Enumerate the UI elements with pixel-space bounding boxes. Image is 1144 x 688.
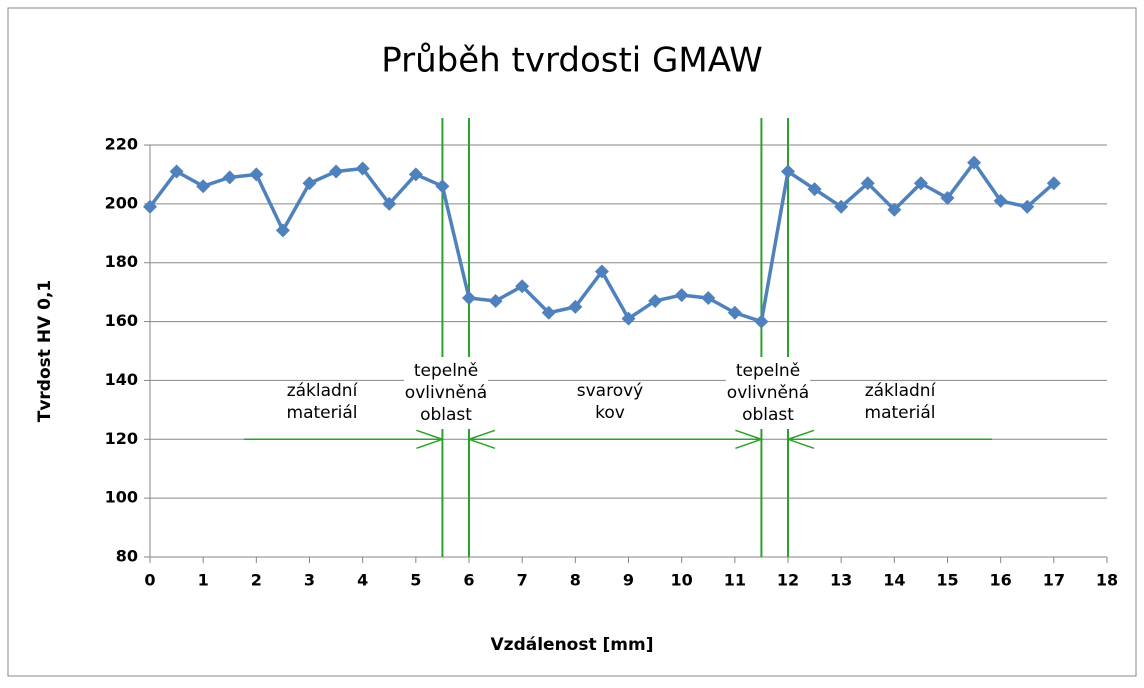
- annotation: základní: [287, 381, 359, 401]
- x-tick-label: 1: [198, 571, 209, 590]
- x-axis-label: Vzdálenost [mm]: [491, 635, 654, 655]
- x-tick-label: 4: [357, 571, 368, 590]
- y-tick-label: 200: [105, 193, 138, 212]
- x-tick-label: 17: [1043, 571, 1065, 590]
- data-point: [143, 199, 157, 214]
- x-tick-label: 14: [883, 571, 905, 590]
- annotation-bg: [404, 357, 488, 429]
- data-point: [754, 314, 769, 329]
- data-point: [568, 299, 583, 314]
- data-point: [355, 161, 370, 176]
- data-point: [435, 179, 450, 194]
- y-tick-label: 220: [105, 135, 138, 154]
- data-point: [196, 179, 211, 194]
- x-tick-label: 3: [304, 571, 315, 590]
- y-tick-label: 80: [116, 547, 138, 566]
- data-point: [1046, 176, 1061, 191]
- y-tick-label: 140: [105, 370, 138, 389]
- data-point: [329, 164, 344, 179]
- data-point: [488, 293, 503, 308]
- data-point: [302, 176, 317, 191]
- y-tick-label: 100: [105, 488, 138, 507]
- arrow-head: [735, 429, 764, 449]
- data-point: [701, 291, 716, 306]
- x-tick-label: 8: [570, 571, 581, 590]
- data-point: [781, 164, 795, 179]
- x-tick-label: 9: [623, 571, 634, 590]
- arrow-head: [416, 429, 445, 449]
- data-point: [275, 223, 290, 238]
- x-tick-label: 13: [830, 571, 852, 590]
- data-point: [648, 293, 663, 308]
- x-tick-label: 12: [777, 571, 799, 590]
- y-tick-label: 120: [105, 429, 138, 448]
- y-axis-label: Tvrdost HV 0,1: [35, 280, 55, 423]
- x-tick-label: 2: [251, 571, 262, 590]
- data-point: [940, 190, 955, 205]
- data-point: [382, 196, 397, 211]
- data-point: [674, 288, 689, 303]
- data-point: [1020, 199, 1035, 214]
- x-tick-label: 18: [1096, 571, 1118, 590]
- annotation: svarový: [577, 381, 643, 401]
- annotation: ovlivněná: [405, 383, 487, 403]
- data-point: [967, 155, 982, 170]
- annotation-bg: [726, 357, 810, 429]
- annotation: kov: [595, 403, 625, 423]
- annotation: tepelně: [736, 361, 800, 381]
- data-point: [860, 176, 875, 191]
- annotation: materiál: [287, 403, 358, 423]
- x-tick-label: 10: [671, 571, 693, 590]
- data-point: [249, 167, 264, 182]
- annotation: tepelně: [414, 361, 478, 381]
- data-point: [462, 291, 476, 306]
- data-point: [621, 311, 636, 326]
- x-tick-label: 6: [463, 571, 474, 590]
- data-point: [515, 279, 530, 294]
- data-point: [887, 202, 902, 217]
- annotation: ovlivněná: [727, 383, 809, 403]
- x-tick-label: 15: [936, 571, 958, 590]
- chart-border: [7, 7, 1137, 677]
- x-tick-label: 7: [517, 571, 528, 590]
- y-tick-label: 160: [105, 311, 138, 330]
- data-point: [727, 305, 742, 320]
- data-point: [169, 164, 184, 179]
- chart-title: Průběh tvrdosti GMAW: [381, 41, 763, 81]
- annotation: materiál: [865, 403, 936, 423]
- arrow-head: [785, 429, 815, 449]
- data-point: [993, 193, 1008, 208]
- data-point: [913, 176, 928, 191]
- x-tick-label: 5: [410, 571, 421, 590]
- arrow-head: [466, 429, 496, 449]
- annotation: oblast: [742, 405, 794, 425]
- data-point: [807, 182, 822, 197]
- data-point: [834, 199, 849, 214]
- annotation: oblast: [420, 405, 472, 425]
- data-point: [408, 167, 423, 182]
- y-tick-label: 180: [105, 252, 138, 271]
- x-tick-label: 16: [990, 571, 1012, 590]
- data-point: [594, 264, 609, 279]
- data-point: [541, 305, 556, 320]
- x-tick-label: 11: [724, 571, 746, 590]
- x-tick-label: 0: [144, 571, 155, 590]
- data-point: [222, 170, 237, 185]
- annotation: základní: [865, 381, 937, 401]
